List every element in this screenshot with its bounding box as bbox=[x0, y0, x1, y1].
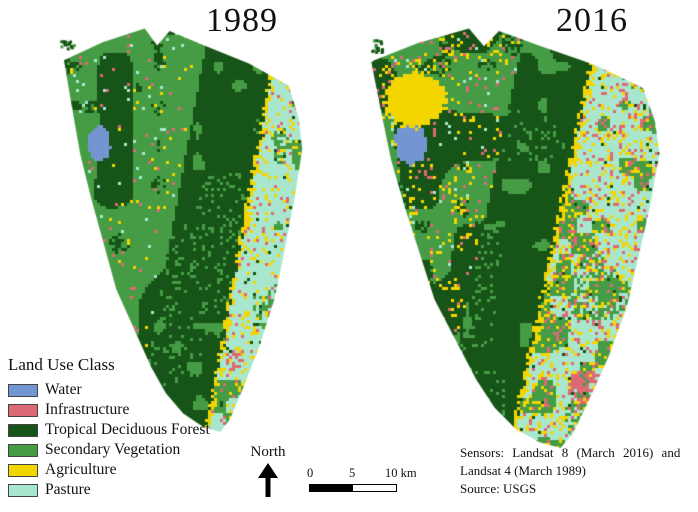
legend-label-secondary-vegetation: Secondary Vegetation bbox=[45, 441, 181, 458]
scale-label-5: 5 bbox=[349, 466, 356, 480]
legend: Land Use Class Water Infrastructure Trop… bbox=[8, 355, 210, 500]
legend-label-tropical-deciduous-forest: Tropical Deciduous Forest bbox=[45, 421, 210, 438]
north-label: North bbox=[250, 444, 286, 460]
legend-label-water: Water bbox=[45, 381, 82, 398]
legend-item-pasture: Pasture bbox=[8, 480, 210, 500]
legend-label-pasture: Pasture bbox=[45, 481, 91, 498]
scale-label-0: 0 bbox=[307, 466, 314, 480]
scale-bar: 0 5 10 km bbox=[307, 466, 417, 492]
north-indicator: North bbox=[238, 444, 298, 502]
source-line-3: Source: USGS bbox=[460, 481, 537, 497]
legend-item-secondary-vegetation: Secondary Vegetation bbox=[8, 440, 210, 460]
scale-bar-graphic bbox=[309, 484, 397, 492]
scale-label-10km: 10 km bbox=[385, 466, 417, 480]
legend-label-agriculture: Agriculture bbox=[45, 461, 117, 478]
legend-title: Land Use Class bbox=[8, 355, 115, 374]
legend-item-tropical-deciduous-forest: Tropical Deciduous Forest bbox=[8, 420, 210, 440]
legend-item-water: Water bbox=[8, 380, 210, 400]
legend-swatch-infrastructure bbox=[8, 403, 38, 417]
map-canvas-2016 bbox=[364, 26, 664, 450]
scale-bar-labels: 0 5 10 km bbox=[307, 466, 417, 482]
source-line-1: Sensors: Landsat 8 (March 2016) and bbox=[460, 445, 681, 460]
legend-label-infrastructure: Infrastructure bbox=[45, 401, 130, 418]
source-line-2: Landsat 4 (March 1989) bbox=[460, 463, 586, 479]
legend-swatch-agriculture bbox=[8, 463, 38, 477]
legend-item-agriculture: Agriculture bbox=[8, 460, 210, 480]
source-text: Sensors: Landsat 8 (March 2016) and Land… bbox=[460, 444, 692, 499]
legend-swatch-water bbox=[8, 383, 38, 397]
north-arrow-icon bbox=[258, 463, 278, 497]
scale-bar-filled-segment bbox=[310, 485, 353, 491]
legend-item-infrastructure: Infrastructure bbox=[8, 400, 210, 420]
map-canvas-1989 bbox=[58, 26, 306, 434]
legend-swatch-pasture bbox=[8, 483, 38, 497]
legend-swatch-tropical-deciduous-forest bbox=[8, 423, 38, 437]
legend-swatch-secondary-vegetation bbox=[8, 443, 38, 457]
